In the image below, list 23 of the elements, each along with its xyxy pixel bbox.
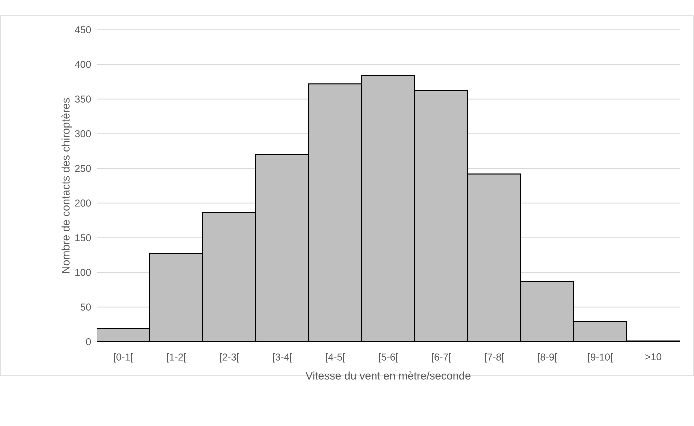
x-tick-label: [9-10[ <box>588 354 614 363</box>
y-tick-label: 450 <box>75 26 92 34</box>
y-tick-label: 400 <box>75 61 92 68</box>
y-tick-label: 200 <box>75 200 92 207</box>
x-tick-label: [1-2[ <box>167 354 186 363</box>
x-tick-label: [6-7[ <box>432 354 452 363</box>
y-axis-title: Nombre de contacts des chiroptères <box>62 98 72 274</box>
x-tick-label: [4-5[ <box>326 354 346 363</box>
y-tick-label: 50 <box>80 304 92 311</box>
x-tick-label: [0-1[ <box>114 354 134 363</box>
y-tick-label: 350 <box>75 96 92 103</box>
x-tick-label: >10 <box>646 354 662 361</box>
y-tick-label: 100 <box>76 269 92 276</box>
x-tick-label: [3-4[ <box>273 354 292 363</box>
y-tick-label: 150 <box>76 234 92 242</box>
x-tick-label: [7-8[ <box>485 354 504 363</box>
y-tick-label: 300 <box>75 130 92 138</box>
y-tick-label: 0 <box>86 338 92 346</box>
y-tick-label: 250 <box>75 165 92 172</box>
x-tick-label: [8-9[ <box>538 354 558 363</box>
x-tick-label: [5-6[ <box>379 354 398 363</box>
x-tick-label: [2-3[ <box>220 354 240 363</box>
x-axis-title: Vitesse du vent en mètre/seconde <box>306 372 471 380</box>
